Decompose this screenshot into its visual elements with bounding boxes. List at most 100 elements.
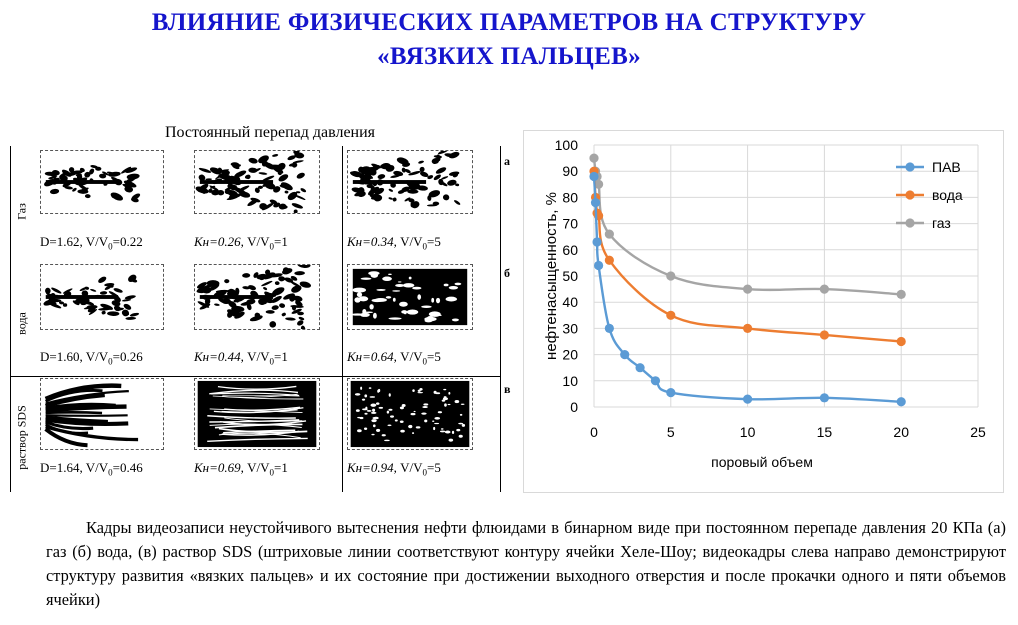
frame-streak bbox=[218, 427, 308, 434]
frame-streak bbox=[45, 425, 139, 442]
frame-speck bbox=[352, 287, 366, 293]
frame-label-text: D=1.60, V/V bbox=[40, 349, 109, 364]
finger-blob bbox=[288, 295, 295, 298]
frame-speck bbox=[397, 281, 402, 283]
frame-label: D=1.64, V/V0=0.46 bbox=[40, 460, 143, 481]
finger-blob bbox=[227, 189, 238, 197]
finger-blob bbox=[125, 316, 137, 320]
finger-blob bbox=[297, 265, 311, 268]
frame-streak bbox=[45, 420, 94, 431]
frame-speck bbox=[355, 409, 360, 412]
frame-speck bbox=[441, 399, 446, 402]
data-point bbox=[743, 394, 753, 404]
x-tick-label: 15 bbox=[817, 424, 833, 440]
finger-blob bbox=[72, 300, 80, 306]
y-tick-label: 80 bbox=[562, 189, 578, 205]
data-point bbox=[896, 397, 906, 407]
data-point bbox=[620, 350, 630, 360]
finger-blob bbox=[291, 285, 302, 293]
frame-label: Kн=0.34, V/V0=5 bbox=[347, 234, 441, 255]
frame-label-text: V/V bbox=[243, 460, 270, 475]
data-point bbox=[666, 387, 676, 398]
frame-speck bbox=[369, 396, 376, 398]
finger-blob bbox=[224, 175, 231, 181]
finger-blob bbox=[218, 297, 227, 304]
frame-speck bbox=[360, 386, 363, 390]
finger-blob bbox=[377, 174, 386, 180]
frame-streak bbox=[222, 395, 304, 400]
frame-image bbox=[44, 165, 141, 203]
data-point bbox=[590, 198, 601, 208]
frame-speck bbox=[451, 318, 459, 322]
finger-blob bbox=[274, 281, 280, 286]
video-frame bbox=[347, 378, 473, 450]
y-tick-label: 30 bbox=[562, 320, 578, 336]
finger-blob bbox=[109, 283, 114, 288]
frame-speck bbox=[413, 410, 416, 413]
frame-label: Kн=0.64, V/V0=5 bbox=[347, 349, 441, 370]
video-frame bbox=[347, 150, 473, 214]
frame-speck bbox=[360, 277, 372, 280]
y-tick-label: 20 bbox=[562, 347, 578, 363]
data-point bbox=[819, 393, 829, 403]
finger-blob bbox=[227, 309, 237, 316]
finger-blob bbox=[442, 194, 450, 201]
frame-label-value: =0.46 bbox=[112, 460, 143, 475]
finger-blob bbox=[380, 163, 391, 169]
finger-blob bbox=[281, 312, 286, 317]
row-label: Газ bbox=[14, 203, 29, 220]
data-point bbox=[589, 171, 599, 182]
frame-image bbox=[196, 265, 312, 329]
frame-speck bbox=[378, 406, 384, 409]
finger-blob bbox=[248, 167, 258, 173]
frame-image bbox=[44, 383, 139, 448]
finger-blob bbox=[295, 300, 303, 307]
finger-blob bbox=[402, 162, 411, 167]
finger-blob bbox=[357, 191, 366, 197]
finger-blob bbox=[84, 171, 91, 178]
frame-speck bbox=[399, 406, 404, 410]
finger-blob bbox=[261, 162, 274, 170]
frame-streak bbox=[45, 415, 108, 424]
frame-label-value: =0.26 bbox=[112, 349, 143, 364]
finger-blob bbox=[270, 295, 282, 303]
data-point bbox=[819, 284, 829, 294]
finger-blob bbox=[271, 165, 283, 174]
finger-blob bbox=[272, 154, 279, 157]
finger-blob bbox=[125, 176, 137, 184]
finger-blob bbox=[265, 310, 275, 314]
frame-label-text: V/V bbox=[243, 234, 270, 249]
frame-image bbox=[195, 151, 307, 213]
frame-label-text: V/V bbox=[396, 349, 423, 364]
finger-blob bbox=[90, 288, 97, 292]
frame-speck bbox=[460, 403, 465, 405]
finger-blob bbox=[47, 298, 62, 303]
frame-speck bbox=[370, 403, 377, 407]
frame-speck bbox=[354, 393, 361, 396]
x-tick-label: 5 bbox=[667, 424, 675, 440]
finger-blob bbox=[278, 174, 289, 182]
frame-speck bbox=[432, 420, 435, 422]
frame-speck bbox=[443, 388, 447, 391]
finger-blob bbox=[246, 303, 252, 311]
finger-blob bbox=[290, 281, 301, 288]
chart-svg: 0 10 20 30 40 50 60 70 80 90 100 0 5 10 15 20 25 поровый … bbox=[543, 137, 986, 470]
frame-speck bbox=[381, 434, 386, 437]
frame-speck bbox=[361, 398, 366, 401]
finger-blob bbox=[271, 305, 279, 310]
frame-speck bbox=[399, 420, 404, 424]
frame-speck bbox=[362, 308, 367, 315]
y-tick-label: 100 bbox=[555, 137, 579, 153]
frame-label-sub: 0 bbox=[269, 241, 275, 252]
frame-speck bbox=[360, 312, 370, 317]
legend-marker bbox=[905, 190, 915, 200]
finger-blob bbox=[428, 190, 441, 198]
finger-blob bbox=[129, 312, 140, 317]
finger-blob bbox=[98, 276, 107, 283]
finger-blob bbox=[293, 194, 306, 200]
finger-blob bbox=[226, 289, 232, 293]
x-tick-label: 20 bbox=[893, 424, 909, 440]
body-caption-text: Кадры видеозаписи неустойчивого вытеснен… bbox=[46, 518, 1006, 609]
frame-speck bbox=[435, 297, 441, 304]
frame-speck bbox=[417, 389, 421, 392]
